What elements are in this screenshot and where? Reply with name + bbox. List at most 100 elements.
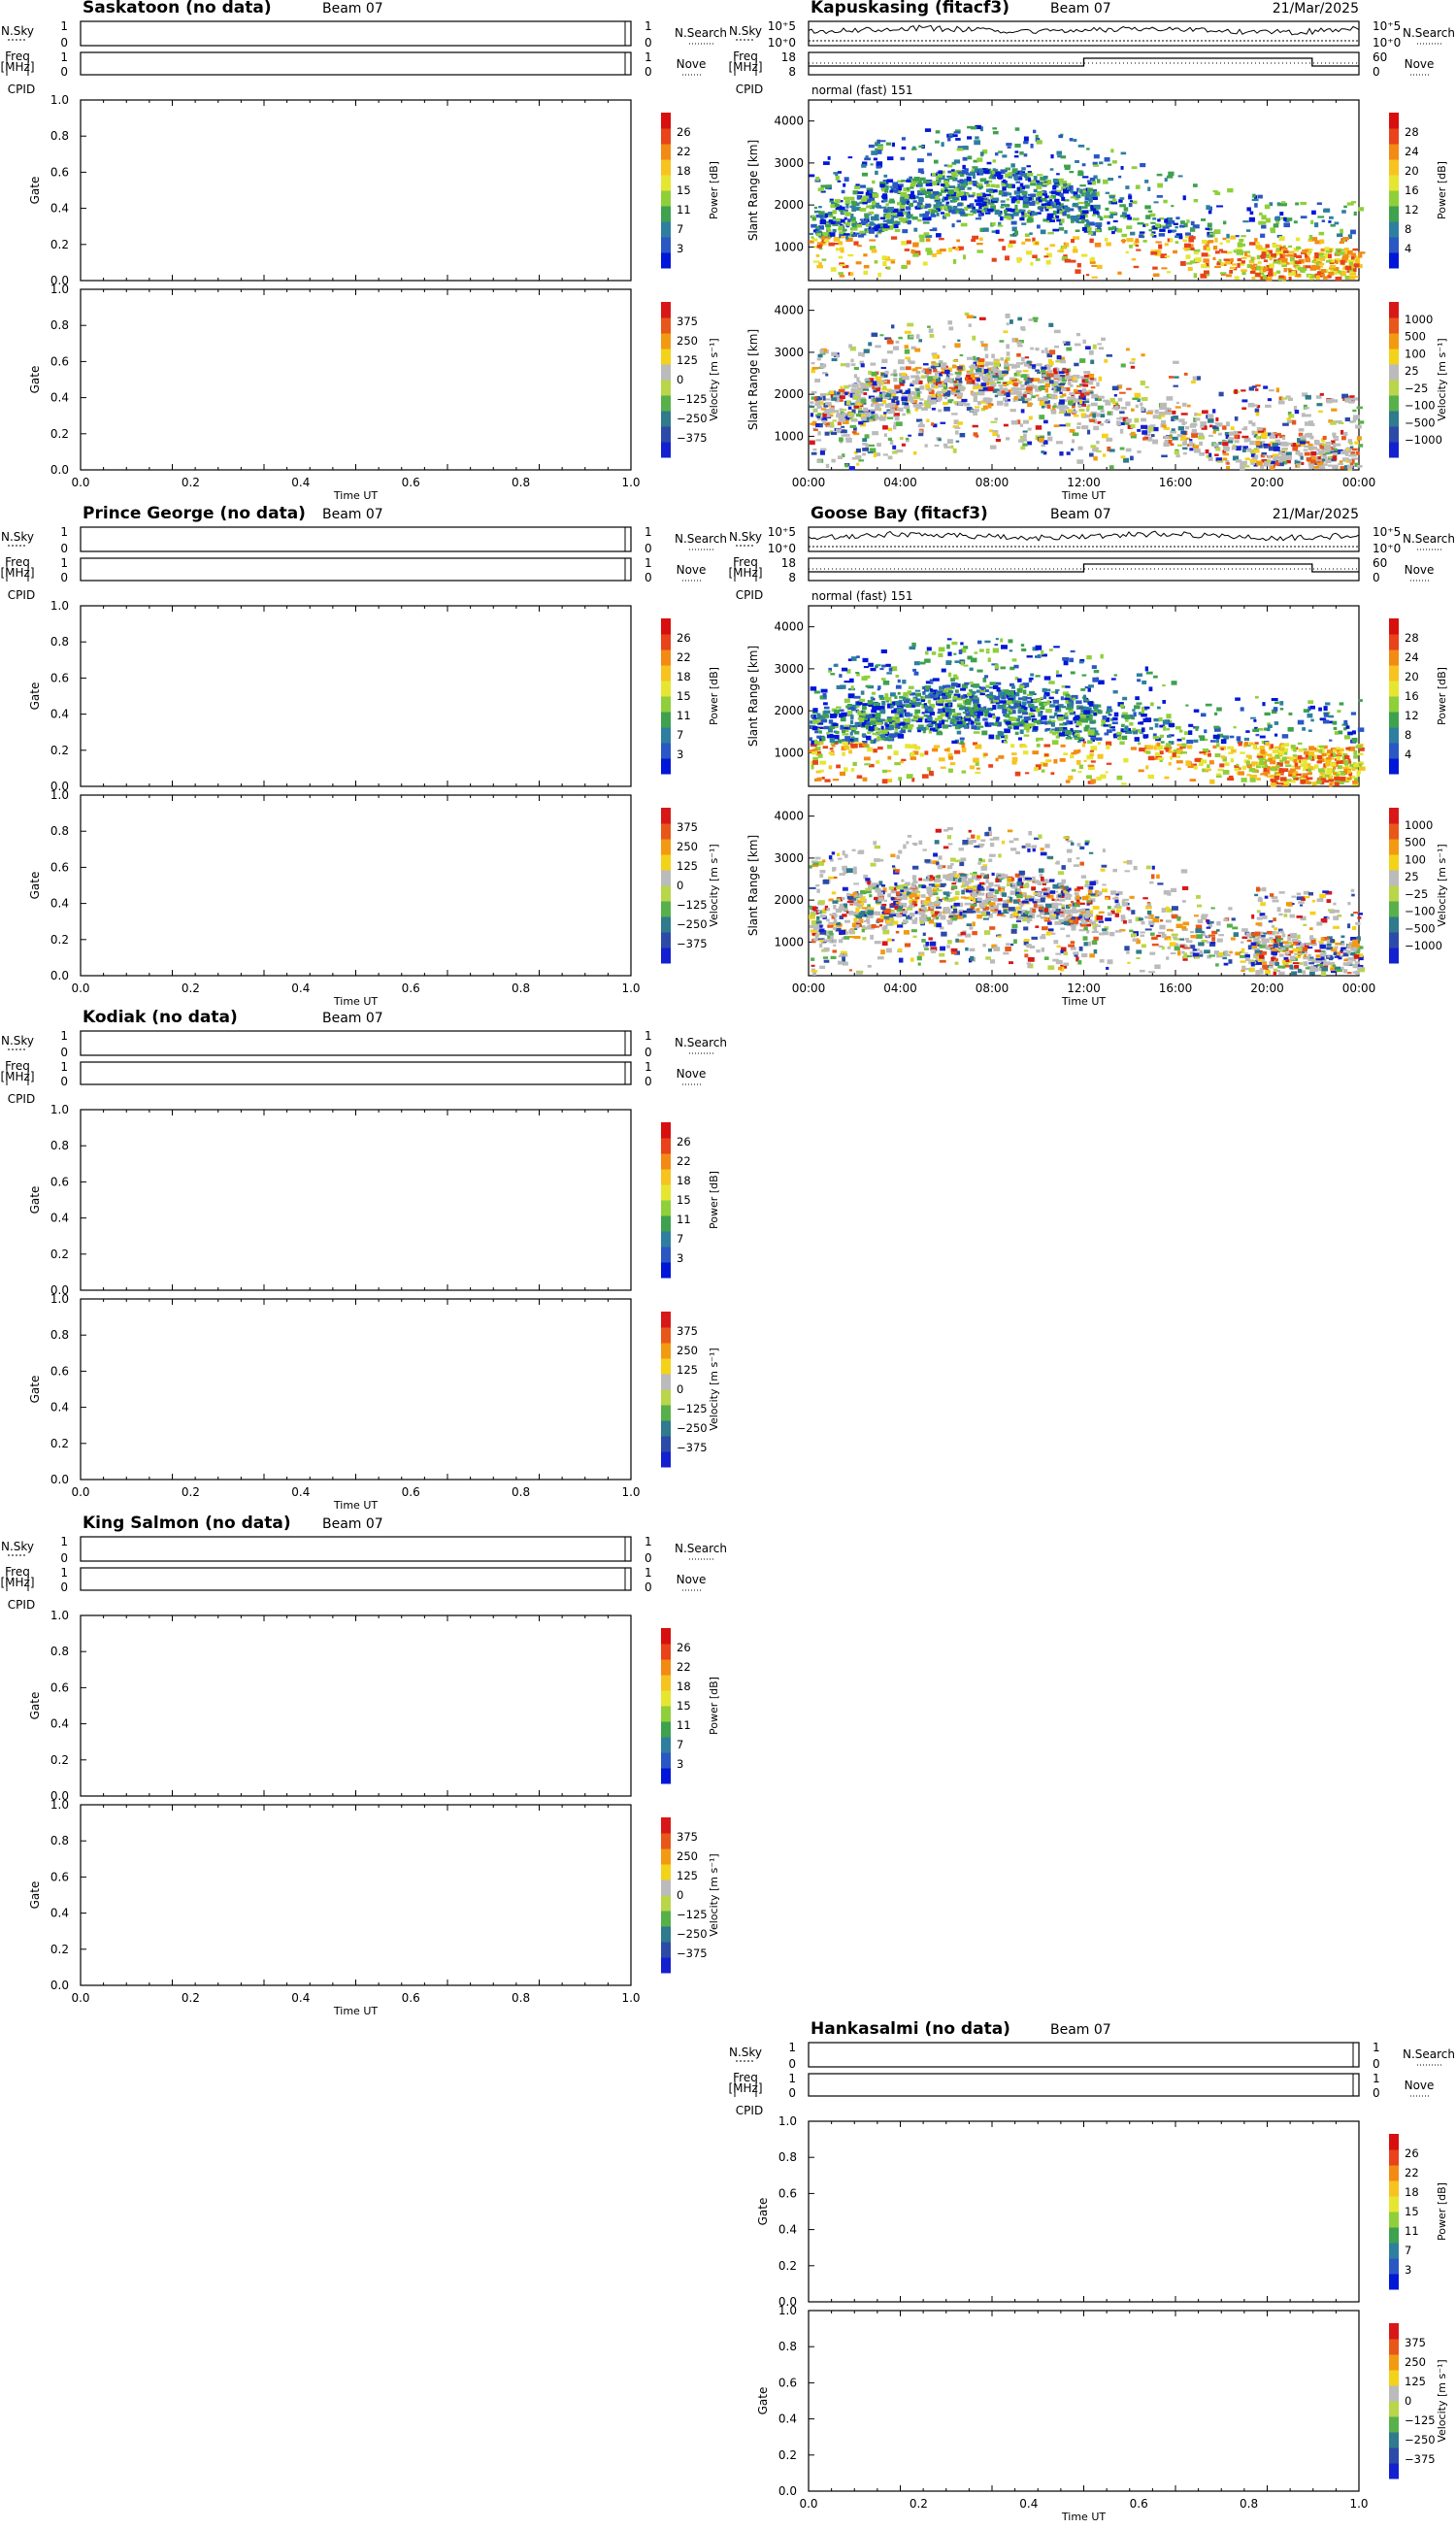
velocity-data-cell: [1212, 443, 1219, 448]
velocity-data-cell: [1060, 409, 1066, 414]
power-data-cell: [1014, 204, 1018, 209]
velocity-data-cell: [992, 388, 1000, 393]
velocity-data-cell: [910, 383, 914, 387]
velocity-data-cell: [1140, 402, 1143, 407]
power-data-cell: [930, 214, 937, 217]
power-data-cell: [876, 715, 881, 720]
velocity-data-cell: [1186, 404, 1191, 408]
power-data-cell: [901, 265, 908, 270]
velocity-data-cell: [893, 377, 898, 383]
velocity-data-cell: [1274, 432, 1281, 436]
velocity-data-cell: [1235, 459, 1242, 463]
power-data-cell: [1147, 186, 1151, 191]
power-data-cell: [1274, 746, 1280, 749]
power-colorbar-segment: [1389, 712, 1399, 728]
velocity-data-cell: [1061, 387, 1067, 392]
power-data-cell: [843, 233, 850, 236]
power-data-cell: [919, 661, 926, 665]
velocity-data-cell: [1042, 451, 1047, 455]
power-data-cell: [1044, 200, 1050, 203]
power-data-cell: [1319, 257, 1323, 261]
mode-label: normal (fast) 151: [811, 589, 912, 603]
velocity-data-cell: [814, 409, 818, 413]
velocity-data-cell: [919, 385, 925, 390]
power-data-cell: [1018, 175, 1022, 178]
velocity-data-cell: [908, 434, 912, 437]
power-data-cell: [1165, 219, 1172, 225]
power-data-cell: [1013, 174, 1019, 180]
velocity-data-cell: [992, 432, 998, 436]
power-data-cell: [1239, 238, 1244, 243]
power-data-cell: [1173, 250, 1177, 254]
velocity-colorbar-tick: −25: [1405, 382, 1428, 395]
power-data-cell: [814, 747, 821, 751]
velocity-data-cell: [1300, 439, 1307, 444]
power-data-cell: [935, 140, 940, 144]
power-data-cell: [974, 140, 981, 146]
power-data-cell: [1148, 686, 1153, 692]
power-data-cell: [1030, 709, 1037, 713]
velocity-data-cell: [1152, 439, 1159, 445]
y-tick-label: 0.4: [50, 391, 69, 405]
velocity-data-cell: [951, 413, 958, 416]
velocity-data-cell: [1200, 425, 1205, 428]
velocity-data-cell: [1084, 415, 1090, 418]
velocity-data-cell: [919, 420, 923, 426]
power-data-cell: [1248, 216, 1255, 222]
power-data-cell: [1033, 176, 1038, 182]
velocity-data-cell: [1125, 348, 1130, 351]
velocity-data-cell: [862, 438, 868, 443]
velocity-data-cell: [1050, 409, 1054, 412]
velocity-data-cell: [1274, 455, 1277, 459]
velocity-data-cell: [839, 440, 844, 444]
power-data-cell: [970, 690, 976, 695]
power-data-cell: [889, 185, 894, 188]
velocity-data-cell: [1020, 374, 1028, 379]
velocity-data-cell: [1200, 421, 1208, 426]
freq-unit-label: [MHz]: [728, 566, 762, 580]
power-data-cell: [815, 214, 823, 218]
power-data-cell: [872, 193, 879, 198]
velocity-data-cell: [881, 392, 887, 395]
freq-right-tick-top: 60: [1373, 50, 1387, 64]
velocity-data-cell: [1045, 364, 1053, 368]
power-data-cell: [1168, 229, 1172, 234]
velocity-data-cell: [1260, 453, 1266, 458]
power-data-cell: [928, 208, 934, 213]
power-data-cell: [1081, 206, 1088, 210]
velocity-data-cell: [1015, 370, 1022, 373]
velocity-data-cell: [1016, 372, 1020, 377]
velocity-data-cell: [1148, 426, 1154, 432]
power-data-cell: [1175, 241, 1179, 245]
velocity-data-cell: [1137, 398, 1141, 402]
velocity-data-cell: [1084, 391, 1090, 395]
power-data-cell: [1277, 277, 1284, 282]
velocity-colorbar-segment: [1389, 333, 1399, 349]
power-data-cell: [1008, 183, 1013, 188]
velocity-data-cell: [1281, 460, 1288, 465]
power-data-cell: [1277, 750, 1281, 755]
power-data-cell: [1014, 731, 1019, 735]
velocity-data-cell: [812, 448, 817, 451]
power-data-cell: [1089, 261, 1096, 264]
power-data-cell: [1273, 272, 1277, 277]
velocity-data-cell: [952, 359, 959, 362]
power-data-cell: [1274, 733, 1278, 737]
power-data-cell: [1307, 251, 1311, 255]
velocity-data-cell: [1065, 422, 1071, 427]
velocity-data-cell: [858, 420, 864, 425]
velocity-data-cell: [927, 399, 934, 405]
power-data-cell: [1020, 644, 1025, 647]
power-data-cell: [972, 207, 976, 213]
velocity-data-cell: [1036, 363, 1042, 367]
velocity-data-cell: [1077, 404, 1082, 409]
velocity-data-cell: [932, 379, 937, 383]
power-data-cell: [833, 237, 841, 242]
power-data-cell: [1097, 216, 1102, 218]
power-data-cell: [952, 247, 956, 250]
velocity-data-cell: [1021, 399, 1029, 404]
velocity-data-cell: [881, 358, 888, 364]
power-data-cell: [1335, 257, 1341, 263]
velocity-data-cell: [1197, 376, 1201, 381]
velocity-data-cell: [883, 414, 887, 418]
